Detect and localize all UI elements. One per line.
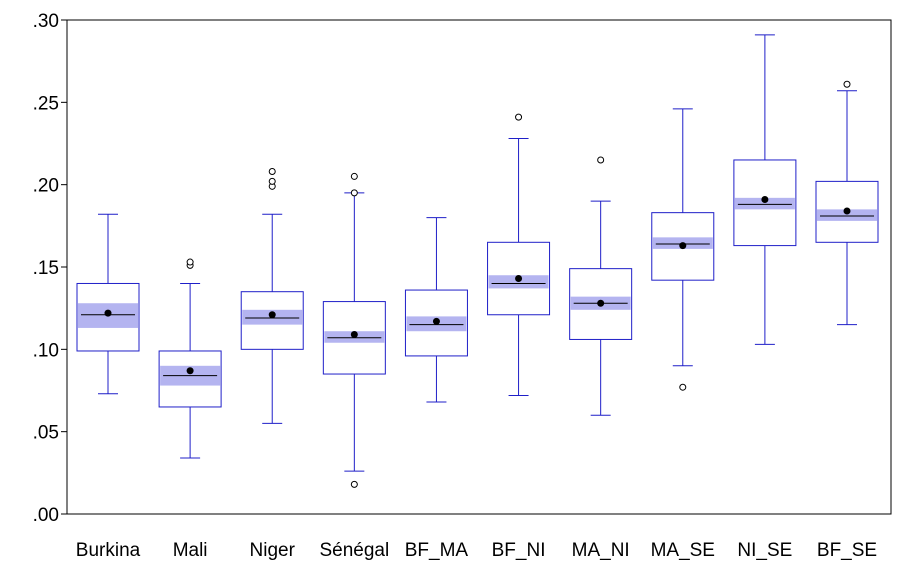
y-axis: .00 .05 .10 .15 .20 .25 .30 <box>33 11 67 526</box>
mean-dot <box>432 317 440 325</box>
x-category-label: Burkina <box>76 540 141 561</box>
x-category-label: BF_NI <box>492 540 546 561</box>
box-bf-se <box>815 80 879 326</box>
x-category-label: BF_MA <box>405 540 469 561</box>
mean-dot <box>597 299 605 307</box>
x-axis: Burkina Mali Niger Sénégal BF_MA BF_NI MA_NI MA… <box>76 540 877 561</box>
y-tick-label: .05 <box>33 423 59 444</box>
outlier-point <box>843 80 851 88</box>
box-ma-se <box>651 108 715 391</box>
y-tick-label: .10 <box>33 340 59 361</box>
mean-dot <box>515 275 523 283</box>
outlier-point <box>186 258 194 266</box>
box-ni-se <box>733 34 797 345</box>
box-ma-ni <box>569 156 633 416</box>
outlier-point <box>350 172 358 180</box>
y-tick-label: .15 <box>33 258 59 279</box>
median-ci-band <box>734 197 795 210</box>
outlier-point <box>268 167 276 175</box>
mean-dot <box>104 309 112 317</box>
x-category-label: Sénégal <box>319 540 389 561</box>
outlier-point <box>597 156 605 164</box>
outlier-point <box>679 383 687 391</box>
outlier-point <box>268 177 276 185</box>
boxes-group <box>76 34 879 488</box>
mean-dot <box>761 195 769 203</box>
y-tick-label: .30 <box>33 11 59 32</box>
box-bf-ni <box>487 113 551 396</box>
x-category-label: BF_SE <box>817 540 877 561</box>
x-category-label: MA_NI <box>572 540 630 561</box>
box-bf-ma <box>404 217 468 403</box>
x-category-label: Mali <box>173 540 208 561</box>
outlier-point <box>350 480 358 488</box>
y-tick-label: .00 <box>33 505 59 526</box>
outlier-point <box>350 189 358 197</box>
box-burkina <box>76 213 140 395</box>
x-category-label: MA_SE <box>651 540 715 561</box>
mean-dot <box>679 242 687 250</box>
box-niger <box>240 167 304 424</box>
median-ci-band <box>817 209 877 221</box>
box-s-n-gal <box>322 172 386 488</box>
y-tick-label: .20 <box>33 176 59 197</box>
mean-dot <box>268 311 276 319</box>
box-mali <box>158 258 222 459</box>
x-category-label: Niger <box>250 540 296 561</box>
mean-dot <box>843 207 851 215</box>
mean-dot <box>186 367 194 375</box>
x-category-label: NI_SE <box>737 540 792 561</box>
outlier-point <box>515 113 523 121</box>
mean-dot <box>350 331 358 339</box>
y-tick-label: .25 <box>33 93 59 114</box>
